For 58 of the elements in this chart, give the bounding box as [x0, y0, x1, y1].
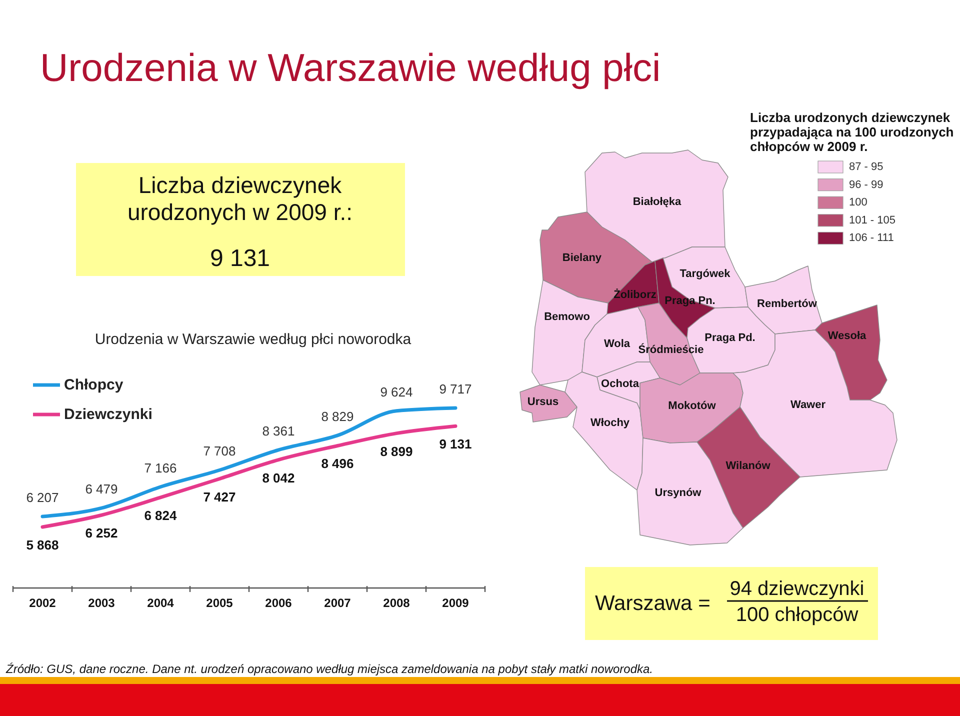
category-label: Praga Pd. [704, 332, 756, 344]
text: Liczba urodzonych dziewczynek przypadająca na 100 urodzonych chłopców w 2009 r. [750, 110, 954, 154]
x-tick-label: 2008 [383, 596, 410, 610]
x-tick-label: 2009 [442, 596, 470, 610]
data-label: 9 717 [439, 382, 472, 396]
category-label: 106 - 111 [849, 232, 894, 244]
category-label: Ursynów [654, 487, 702, 499]
x-tick-label: 2005 [206, 596, 234, 610]
data-label: 9 624 [380, 384, 413, 400]
data-label: 8 899 [380, 444, 413, 459]
category-label: Wola [604, 338, 631, 350]
category-label: 101 - 105 [849, 214, 896, 226]
category-label: Mokotów [668, 400, 716, 412]
text: 9 131 [210, 245, 270, 272]
legend-label: Dziewczynki [64, 406, 152, 423]
category-label: Żoliborz [614, 288, 657, 301]
x-tick-label: 2003 [88, 596, 116, 610]
category-label: Ochota [601, 378, 640, 390]
data-label: 6 479 [85, 482, 118, 497]
category-label: 100 [849, 196, 868, 209]
text: 100 chłopców [736, 604, 859, 626]
data-label: 9 131 [439, 436, 472, 452]
chart-title: Urodzenia w Warszawie według płci noworodka [94, 331, 412, 348]
text: 94 dziewczynki [730, 578, 864, 600]
category-label: Wilanów [726, 460, 771, 472]
category-label: 87 - 95 [849, 161, 884, 173]
category-label: Wawer [790, 399, 826, 411]
data-label: 6 252 [85, 526, 118, 541]
data-label: 7 427 [203, 489, 236, 504]
category-label: Bielany [562, 252, 602, 264]
category-label: Rembertów [757, 298, 818, 310]
data-label: 7 708 [203, 444, 236, 459]
data-label: 8 042 [262, 470, 295, 486]
data-label: 8 361 [262, 423, 295, 438]
category-label: Wesoła [828, 330, 868, 342]
x-tick-label: 2007 [324, 596, 352, 610]
category-label: Włochy [590, 417, 630, 429]
text: Liczba dziewczynek urodzonych w 2009 r.: [127, 172, 353, 225]
data-label: 6 207 [26, 490, 59, 506]
x-tick-label: 2004 [147, 596, 174, 610]
category-label: Ursus [527, 396, 559, 408]
category-label: Targówek [680, 268, 732, 280]
data-label: 7 166 [144, 460, 177, 476]
category-label: 96 - 99 [849, 178, 884, 191]
data-label: 5 868 [26, 538, 59, 552]
data-label: 8 829 [321, 408, 354, 424]
category-label: Praga Pn. [664, 295, 716, 307]
text: Źródło: GUS, dane roczne. Dane nt. urodzeń opracowano według miejsca zameldowania na pobyt stały matki noworodka. [5, 662, 654, 676]
category-label: Białołęka [632, 196, 682, 208]
legend-label: Chłopcy [64, 376, 124, 394]
category-label: Bemowo [544, 311, 590, 323]
data-label: 6 824 [144, 508, 178, 523]
x-tick-label: 2002 [29, 596, 56, 610]
x-tick-label: 2006 [265, 596, 292, 610]
category-label: Śródmieście [638, 343, 704, 356]
data-label: 8 496 [321, 456, 354, 472]
text: Warszawa = [595, 592, 710, 615]
text: Urodzenia w Warszawie według płci [40, 47, 661, 90]
